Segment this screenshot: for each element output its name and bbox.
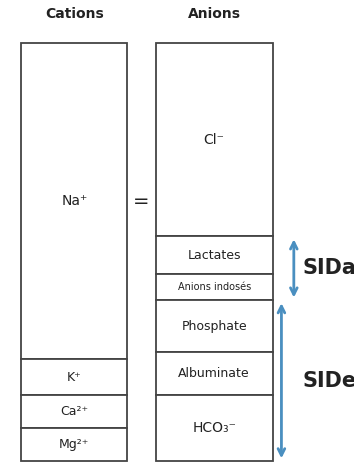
Text: Anions: Anions bbox=[188, 7, 241, 21]
Text: =: = bbox=[133, 192, 150, 210]
Text: Cl⁻: Cl⁻ bbox=[204, 132, 225, 147]
Bar bbox=[156, 43, 273, 236]
Text: SIDe: SIDe bbox=[303, 371, 354, 391]
Bar bbox=[21, 428, 127, 461]
Text: Albuminate: Albuminate bbox=[178, 367, 250, 380]
Text: K⁺: K⁺ bbox=[67, 371, 82, 384]
Bar bbox=[21, 359, 127, 395]
Text: Na⁺: Na⁺ bbox=[61, 194, 87, 208]
Bar bbox=[156, 300, 273, 352]
Text: Cations: Cations bbox=[45, 7, 104, 21]
Bar bbox=[156, 352, 273, 395]
Bar bbox=[156, 395, 273, 461]
Bar bbox=[21, 395, 127, 428]
Text: Ca²⁺: Ca²⁺ bbox=[60, 405, 88, 418]
Text: Anions indosés: Anions indosés bbox=[178, 282, 251, 292]
Text: HCO₃⁻: HCO₃⁻ bbox=[192, 421, 236, 435]
Bar bbox=[156, 236, 273, 274]
Bar bbox=[156, 274, 273, 300]
Text: Lactates: Lactates bbox=[187, 249, 241, 262]
Text: Mg²⁺: Mg²⁺ bbox=[59, 438, 90, 451]
Text: SIDa: SIDa bbox=[303, 258, 354, 279]
Text: Phosphate: Phosphate bbox=[181, 320, 247, 333]
Bar bbox=[21, 43, 127, 359]
